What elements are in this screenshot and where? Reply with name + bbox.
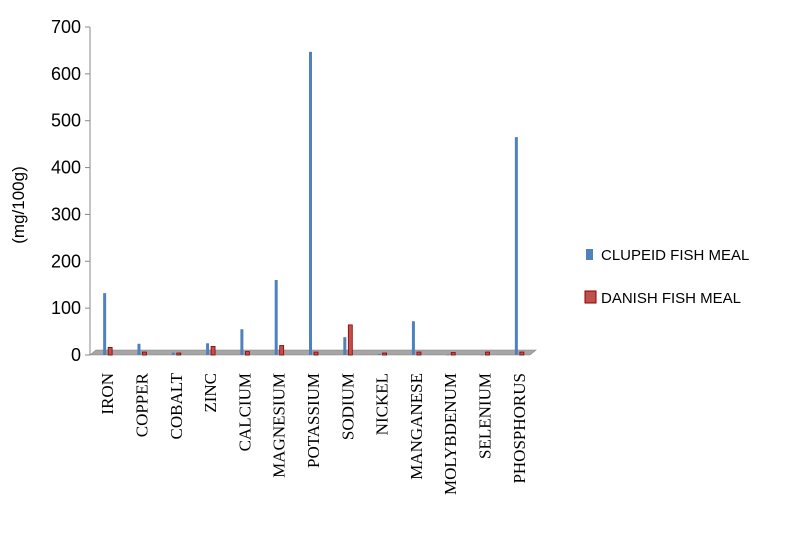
y-tick-label: 700	[51, 17, 81, 37]
bar-nickel-danish	[382, 352, 388, 356]
bar-manganese-clupeid	[411, 321, 415, 355]
bar-manganese-danish	[416, 351, 422, 356]
x-tick-label: MOLYBDENUM	[441, 373, 460, 495]
plot-area: 0 100 200 300 400 500 600 700 IRON COPPER COBALT ZI…	[51, 17, 537, 495]
y-tick-label: 200	[51, 251, 81, 271]
bar-potassium-clupeid	[309, 51, 312, 355]
bar-nickel-clupeid	[377, 354, 381, 355]
y-tick-label: 500	[51, 111, 81, 131]
bar-molybdenum-clupeid	[446, 354, 450, 356]
x-tick-label: PHOSPHORUS	[510, 373, 529, 484]
legend-label: DANISH FISH MEAL	[601, 290, 741, 307]
y-tick-label: 100	[51, 298, 81, 318]
bar-iron-clupeid	[103, 293, 107, 355]
y-tick-label: 300	[51, 204, 81, 224]
bar-selenium-clupeid	[480, 354, 484, 356]
bar-cobalt-clupeid	[171, 352, 175, 355]
bar-calcium-danish	[244, 351, 250, 356]
x-tick-label: SELENIUM	[476, 373, 495, 459]
legend-label: CLUPEID FISH MEAL	[601, 247, 749, 264]
x-tick-label: ZINC	[201, 373, 220, 413]
x-tick-label: MANGANESE	[407, 373, 426, 480]
bar-selenium-danish	[485, 351, 490, 356]
x-tick-label: NICKEL	[373, 373, 392, 435]
bar-phosphorus-danish	[519, 351, 525, 356]
bar-copper-danish	[142, 351, 147, 356]
bar-iron-danish	[107, 346, 113, 356]
bar-sodium-clupeid	[343, 337, 347, 355]
x-tick-label: IRON	[98, 373, 117, 415]
y-axis-label: (mg/100g)	[9, 166, 28, 243]
bar-molybdenum-danish	[450, 352, 456, 356]
bar-calcium-clupeid	[240, 329, 244, 355]
legend: CLUPEID FISH MEAL DANISH FISH MEAL	[584, 247, 749, 307]
bar-zinc-clupeid	[206, 343, 210, 355]
y-tick-label: 0	[71, 345, 81, 365]
x-tick-label: CALCIUM	[235, 373, 254, 451]
bar-sodium-danish	[347, 324, 353, 356]
x-tick-label: MAGNESIUM	[270, 373, 289, 478]
x-axis-floor	[89, 349, 537, 356]
bar-phosphorus-clupeid	[514, 137, 518, 355]
bar-zinc-danish	[210, 346, 216, 356]
bar-potassium-danish	[313, 351, 319, 356]
bar-magnesium-danish	[279, 345, 285, 356]
bar-magnesium-clupeid	[274, 280, 278, 355]
x-tick-label: SODIUM	[338, 373, 357, 440]
legend-swatch-danish	[584, 290, 597, 304]
x-tick-label: COPPER	[132, 372, 151, 437]
bar-copper-clupeid	[137, 343, 141, 355]
x-tick-label: POTASSIUM	[304, 373, 323, 468]
legend-swatch-clupeid	[586, 249, 593, 260]
y-tick-label: 600	[51, 64, 81, 84]
y-tick-label: 400	[51, 158, 81, 178]
bar-cobalt-danish	[176, 352, 182, 356]
x-tick-label: COBALT	[167, 372, 186, 439]
